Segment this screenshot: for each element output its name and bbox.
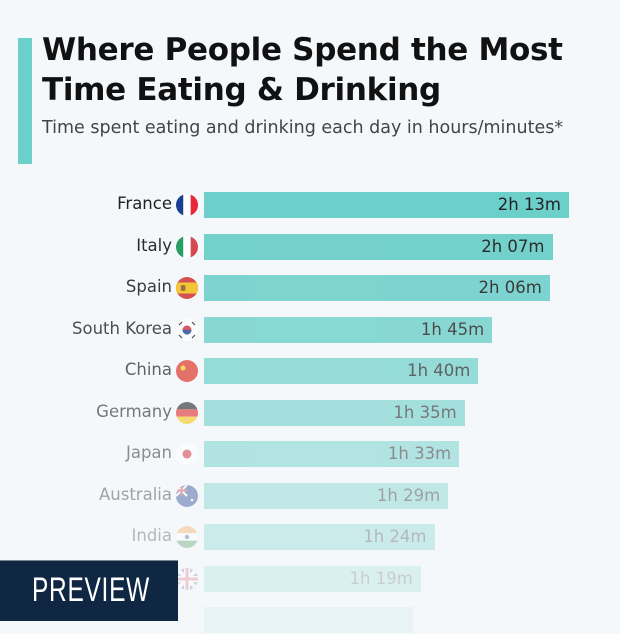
- data-label: 2h 13m: [497, 195, 561, 214]
- category-label: France: [117, 194, 172, 213]
- category-label: Italy: [136, 235, 172, 255]
- data-label: 1h 24m: [363, 527, 427, 546]
- bar-row: South Korea 1h 45m: [0, 316, 620, 344]
- flag-jp-icon: [176, 443, 198, 465]
- category-label: China: [124, 360, 172, 379]
- bar-row: Germany 1h 35m: [0, 399, 620, 427]
- category-label: Spain: [125, 277, 172, 296]
- category-label: Germany: [96, 401, 172, 421]
- category-label: Australia: [99, 484, 172, 504]
- flag-au-icon: [176, 484, 198, 507]
- bar-row: India 1h 24m: [0, 523, 620, 551]
- data-label: 1h 29m: [376, 485, 441, 505]
- bar-japan: 1h 33m: [204, 441, 460, 467]
- data-label: 1h 33m: [387, 444, 452, 463]
- chart-title: Where People Spend the Most Time Eating &…: [42, 30, 563, 110]
- flag-in-icon: [176, 526, 198, 548]
- data-label: 2h 06m: [478, 278, 542, 297]
- bar-south-korea: 1h 45m: [204, 316, 493, 343]
- flag-de-icon: [176, 401, 198, 424]
- data-label: 1h 35m: [393, 402, 457, 422]
- flag-fr-icon: [176, 194, 198, 216]
- bar-china: 1h 40m: [204, 358, 479, 384]
- bar-united-kingdom: 1h 19m: [204, 565, 421, 592]
- flag-kr-icon: [176, 318, 198, 341]
- data-label: 2h 07m: [481, 236, 545, 256]
- preview-label: PREVIEW: [32, 571, 150, 609]
- flag-cn-icon: [176, 360, 198, 382]
- data-label: 1h 19m: [349, 568, 413, 588]
- data-label: 1h 40m: [407, 361, 471, 380]
- bar-france: 2h 13m: [204, 192, 569, 218]
- flag-es-icon: [176, 277, 198, 299]
- bar-row: Spain 2h 06m: [0, 274, 620, 302]
- bar-row: Australia 1h 29m: [0, 482, 620, 510]
- title-accent-bar: [18, 38, 32, 164]
- title-line-1: Where People Spend the Most: [42, 32, 563, 68]
- category-label: South Korea: [72, 318, 172, 338]
- chart-subtitle: Time spent eating and drinking each day …: [42, 118, 564, 138]
- flag-unknown-icon: [176, 609, 198, 631]
- category-label: Japan: [125, 443, 172, 462]
- data-label: 1h 45m: [420, 319, 485, 339]
- bar-row: France 2h 13m: [0, 191, 620, 219]
- flag-it-icon: [176, 235, 198, 258]
- bar-spain: 2h 06m: [204, 275, 550, 301]
- preview-badge: PREVIEW: [0, 560, 178, 621]
- bar-italy: 2h 07m: [204, 233, 553, 260]
- category-label: India: [131, 526, 173, 545]
- bar-australia: 1h 29m: [204, 482, 449, 509]
- bar-unlabeled: [204, 607, 413, 633]
- bar-row: China 1h 40m: [0, 357, 620, 385]
- bar-row: Italy 2h 07m: [0, 233, 620, 261]
- title-line-2: Time Eating & Drinking: [42, 72, 441, 108]
- flag-gb-icon: [176, 567, 198, 590]
- bar-row: Japan 1h 33m: [0, 440, 620, 468]
- bar-germany: 1h 35m: [204, 399, 465, 426]
- bar-india: 1h 24m: [204, 524, 435, 550]
